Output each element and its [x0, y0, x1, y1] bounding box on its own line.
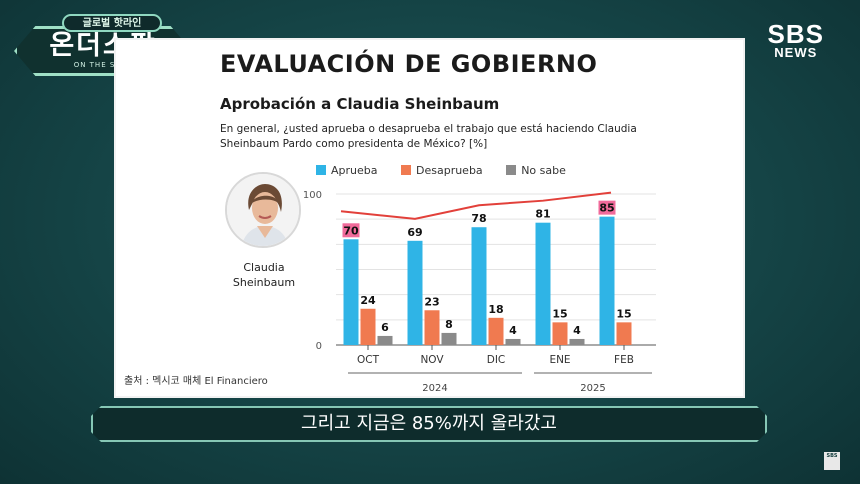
- legend-label-nosabe: No sabe: [521, 164, 566, 177]
- chart-card: EVALUACIÓN DE GOBIERNO Aprobación a Clau…: [116, 40, 743, 396]
- bar-desaprueba: [424, 310, 440, 345]
- portrait-caption-line2: Sheinbaum: [232, 276, 296, 289]
- bar-desaprueba: [552, 322, 568, 345]
- data-label: 15: [552, 307, 567, 320]
- x-tick-label: DIC: [487, 354, 506, 366]
- legend-label-desaprueba: Desaprueba: [416, 164, 483, 177]
- data-label: 78: [471, 212, 486, 225]
- x-tick-label: FEB: [614, 354, 634, 366]
- data-label: 15: [616, 307, 631, 320]
- legend-item-aprueba: Aprueba: [316, 164, 378, 177]
- legend-item-desaprueba: Desaprueba: [401, 164, 483, 177]
- data-label: 4: [573, 324, 581, 337]
- survey-question: En general, ¿usted aprueba o desaprueba …: [220, 123, 637, 150]
- year-label-2024: 2024: [422, 383, 447, 394]
- highlight-marker: [598, 200, 616, 215]
- show-logo-tag: 글로벌 핫라인: [62, 14, 162, 32]
- bar-desaprueba: [360, 308, 376, 345]
- bar-desaprueba: [488, 317, 504, 345]
- bar-desaprueba: [616, 322, 632, 345]
- bar-no-sabe: [505, 338, 521, 345]
- trend-line: [340, 191, 612, 220]
- legend-swatch-nosabe: [506, 165, 517, 175]
- approval-bar-chart: 100 0 70 24 6 OCT 69 23 8 NOV 78 18 4 DIC 81 15 4 ENE 85 15…: [303, 190, 656, 394]
- chart-subtitle: Aprobación a Claudia Sheinbaum: [220, 95, 500, 113]
- broadcaster-logo: SBS NEWS: [767, 19, 824, 60]
- data-label: 18: [488, 303, 503, 316]
- legend-label-aprueba: Aprueba: [331, 164, 378, 177]
- data-label: 69: [407, 226, 422, 239]
- legend-swatch-desaprueba: [401, 165, 411, 175]
- bar-no-sabe: [441, 332, 457, 345]
- portrait-image: [225, 172, 301, 248]
- data-label: 85: [599, 202, 614, 215]
- data-label: 81: [535, 208, 550, 221]
- bar-aprueba: [343, 239, 359, 345]
- legend-swatch-aprueba: [316, 165, 326, 175]
- portrait-illustration: [227, 174, 299, 246]
- bar-aprueba: [535, 222, 551, 345]
- chart-heading: EVALUACIÓN DE GOBIERNO: [220, 50, 598, 78]
- data-label: 6: [381, 321, 389, 334]
- channel-watermark-text: SBS: [826, 453, 838, 459]
- broadcaster-logo-line1: SBS: [767, 19, 824, 49]
- bar-aprueba: [471, 227, 487, 345]
- data-label: 70: [343, 224, 359, 237]
- y-tick-label: 0: [316, 341, 322, 352]
- y-tick-label: 100: [303, 190, 322, 201]
- year-label-2025: 2025: [580, 383, 605, 394]
- chart-legend: Aprueba Desaprueba No sabe: [316, 164, 586, 177]
- x-tick-label: OCT: [357, 354, 380, 366]
- x-tick-label: ENE: [549, 354, 570, 366]
- highlight-marker: [342, 223, 360, 238]
- data-label: 23: [424, 295, 439, 308]
- data-label: 4: [509, 324, 517, 337]
- portrait-caption-line1: Claudia: [243, 261, 285, 274]
- bar-aprueba: [599, 216, 615, 345]
- x-tick-label: NOV: [420, 354, 444, 366]
- data-label: 24: [360, 294, 376, 307]
- source-note: 출처 : 멕시코 매체 El Financiero: [124, 376, 268, 387]
- show-logo-subtitle: ON THE SPOT: [73, 61, 133, 69]
- broadcaster-logo-line2: NEWS: [774, 45, 818, 60]
- subtitle-caption: 그리고 지금은 85%까지 올라갔고: [91, 406, 767, 442]
- portrait-caption: Claudia Sheinbaum: [216, 260, 312, 290]
- channel-watermark: SBS: [824, 452, 840, 470]
- data-label: 8: [445, 318, 453, 331]
- legend-item-nosabe: No sabe: [506, 164, 566, 177]
- bar-no-sabe: [569, 338, 585, 345]
- bar-aprueba: [407, 240, 423, 345]
- bar-no-sabe: [377, 335, 393, 345]
